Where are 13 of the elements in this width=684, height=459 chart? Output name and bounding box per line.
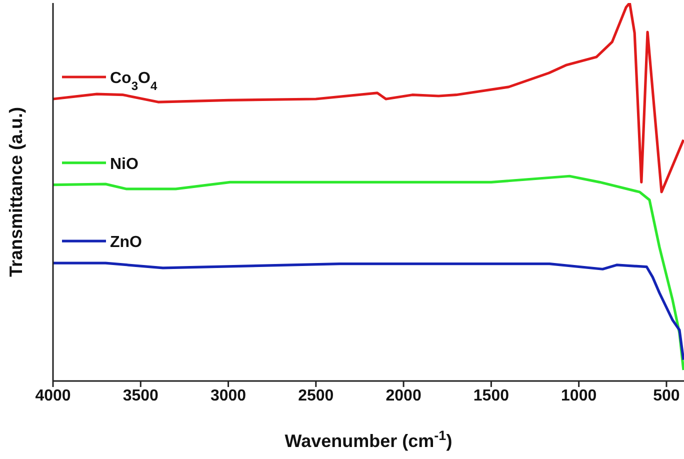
legend-label: Co$_{3}$O$_{4}$ [110, 70, 158, 94]
x-tick-label: 500 [653, 387, 680, 404]
x-tick-label: 3000 [210, 387, 246, 404]
x-tick-label: 1500 [473, 387, 510, 404]
legend-label: ZnO [110, 234, 142, 252]
x-axis-title: Wavenumber (cm$^{-1}$) [284, 428, 452, 451]
x-tick-label: 2500 [298, 387, 334, 404]
x-tick-label: 3500 [122, 387, 159, 404]
legend-label: NiO [110, 156, 138, 173]
x-tick-label: 1000 [561, 387, 597, 404]
x-tick-label: 4000 [35, 387, 71, 404]
y-axis-title: Transmittance (a.u.) [6, 106, 26, 278]
x-tick-label: 2000 [386, 387, 422, 404]
